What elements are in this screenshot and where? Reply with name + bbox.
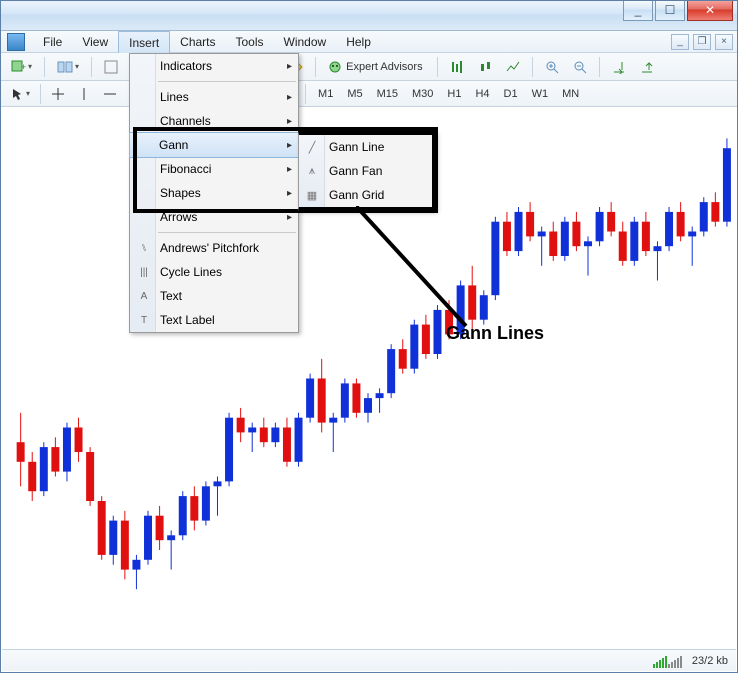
chart-shift-button[interactable] [635, 56, 659, 78]
submenu-item-gann-grid[interactable]: ▦ Gann Grid [299, 183, 432, 207]
menu-item-label: Lines [160, 90, 189, 104]
menu-icon: A [136, 288, 152, 304]
window-minimize-button[interactable]: _ [623, 1, 653, 21]
timeframe-w1[interactable]: W1 [525, 83, 556, 105]
menu-window[interactable]: Window [274, 31, 337, 53]
menu-item-arrows[interactable]: Arrows ▸ [130, 205, 298, 229]
gann-icon: ⩚ [304, 163, 320, 179]
timeframe-m5[interactable]: M5 [340, 83, 369, 105]
menu-item-gann[interactable]: Gann ▸ [129, 132, 299, 158]
submenu-arrow-icon: ▸ [287, 92, 292, 103]
menu-item-label: Arrows [160, 210, 197, 224]
menu-item-channels[interactable]: Channels ▸ [130, 109, 298, 133]
timeframe-d1[interactable]: D1 [497, 83, 525, 105]
crosshair-button[interactable] [46, 83, 70, 105]
new-chart-button[interactable]: +▾ [5, 56, 37, 78]
timeframe-mn[interactable]: MN [555, 83, 586, 105]
cursor-button[interactable]: ▾ [5, 83, 35, 105]
candle-chart-button[interactable] [473, 56, 497, 78]
titlebar: _ ☐ ✕ [1, 1, 737, 31]
menu-item-label: Fibonacci [160, 162, 211, 176]
mdi-minimize-button[interactable]: _ [671, 34, 689, 50]
menu-item-label: Channels [160, 114, 211, 128]
bar-chart-button[interactable] [445, 56, 469, 78]
timeframe-m15[interactable]: M15 [370, 83, 405, 105]
menu-item-label: Shapes [160, 186, 201, 200]
submenu-arrow-icon: ▸ [287, 140, 292, 151]
profiles-button[interactable]: ▾ [52, 56, 84, 78]
menu-item-label: Cycle Lines [160, 265, 222, 279]
statusbar: 23/2 kb [2, 649, 736, 671]
svg-text:+: + [21, 62, 26, 72]
submenu-item-label: Gann Fan [329, 164, 382, 178]
menu-icon: ||| [136, 264, 152, 280]
market-watch-button[interactable] [99, 56, 123, 78]
vline-button[interactable] [72, 83, 96, 105]
status-kb: 23/2 kb [692, 655, 728, 667]
insert-menu: Indicators▸Lines▸Channels▸Gann▸Fibonacci… [129, 53, 299, 333]
submenu-arrow-icon: ▸ [287, 116, 292, 127]
menu-item-label: Andrews' Pitchfork [160, 241, 259, 255]
timeframe-m30[interactable]: M30 [405, 83, 440, 105]
menu-item-label: Gann [159, 138, 188, 152]
window-close-button[interactable]: ✕ [687, 1, 733, 21]
submenu-arrow-icon: ▸ [287, 61, 292, 72]
submenu-item-gann-line[interactable]: ╱ Gann Line [299, 135, 432, 159]
submenu-item-gann-fan[interactable]: ⩚ Gann Fan [299, 159, 432, 183]
submenu-arrow-icon: ▸ [287, 188, 292, 199]
menu-item-andrews-pitchfork[interactable]: ⑊ Andrews' Pitchfork [130, 236, 298, 260]
menubar: FileViewInsertChartsToolsWindowHelp _ ❐ … [1, 31, 737, 53]
menu-item-label: Text Label [160, 313, 215, 327]
gann-submenu: ╱ Gann Line ⩚ Gann Fan ▦ Gann Grid [298, 131, 436, 211]
submenu-item-label: Gann Grid [329, 188, 384, 202]
menu-file[interactable]: File [33, 31, 72, 53]
submenu-arrow-icon: ▸ [287, 164, 292, 175]
menu-view[interactable]: View [72, 31, 118, 53]
app-icon [9, 8, 25, 24]
submenu-item-label: Gann Line [329, 140, 384, 154]
menu-icon: ⑊ [136, 240, 152, 256]
hline-button[interactable] [98, 83, 122, 105]
menu-tools[interactable]: Tools [226, 31, 274, 53]
mdi-restore-button[interactable]: ❐ [693, 34, 711, 50]
gann-icon: ▦ [304, 187, 320, 203]
timeframe-h1[interactable]: H1 [440, 83, 468, 105]
app-window: _ ☐ ✕ FileViewInsertChartsToolsWindowHel… [0, 0, 738, 673]
menu-item-label: Text [160, 289, 182, 303]
line-chart-button[interactable] [501, 56, 525, 78]
timeframe-m1[interactable]: M1 [311, 83, 340, 105]
toolbar-main: +▾ ▾ Order Expert Advisors [1, 53, 737, 81]
menu-item-lines[interactable]: Lines ▸ [130, 85, 298, 109]
auto-scroll-button[interactable] [607, 56, 631, 78]
annotation-label: Gann Lines [446, 323, 544, 344]
menu-insert[interactable]: Insert [118, 31, 170, 53]
menu-item-text-label[interactable]: T Text Label [130, 308, 298, 332]
menu-item-label: Indicators [160, 59, 212, 73]
menu-icon: T [136, 312, 152, 328]
expert-advisors-button[interactable]: Expert Advisors [323, 56, 429, 78]
mdi-close-button[interactable]: × [715, 34, 733, 50]
submenu-arrow-icon: ▸ [287, 212, 292, 223]
connection-icon [653, 654, 682, 668]
menu-help[interactable]: Help [336, 31, 381, 53]
menu-item-indicators[interactable]: Indicators ▸ [130, 54, 298, 78]
menu-item-text[interactable]: A Text [130, 284, 298, 308]
gann-icon: ╱ [304, 139, 320, 155]
window-maximize-button[interactable]: ☐ [655, 1, 685, 21]
menu-item-cycle-lines[interactable]: ||| Cycle Lines [130, 260, 298, 284]
toolbar-objects: ▾ A T ▾ M1M5M15M30H1H4D1W1MN [1, 81, 737, 107]
zoom-out-button[interactable] [568, 56, 592, 78]
timeframe-h4[interactable]: H4 [468, 83, 496, 105]
ea-label: Expert Advisors [346, 61, 422, 73]
zoom-in-button[interactable] [540, 56, 564, 78]
menu-item-fibonacci[interactable]: Fibonacci ▸ [130, 157, 298, 181]
menu-charts[interactable]: Charts [170, 31, 225, 53]
menu-item-shapes[interactable]: Shapes ▸ [130, 181, 298, 205]
document-icon[interactable] [7, 33, 25, 51]
